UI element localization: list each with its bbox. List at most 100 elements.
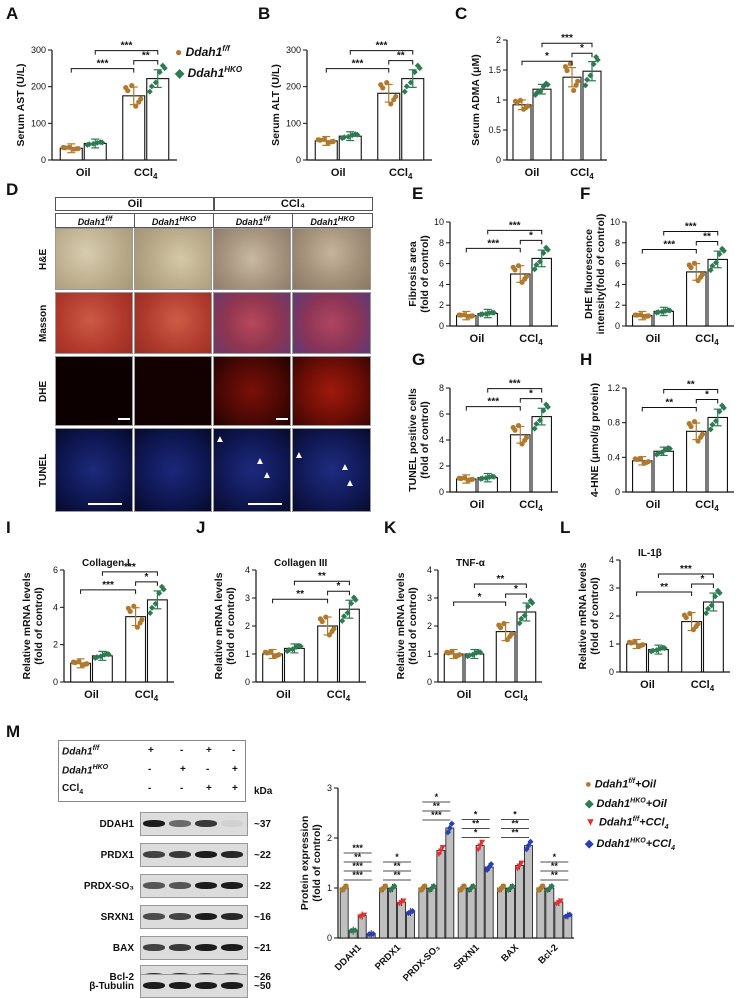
sig-bracket <box>133 60 159 65</box>
bar <box>397 901 406 939</box>
data-point <box>529 600 536 607</box>
y-tick-label: 300 <box>286 45 301 55</box>
blot-band <box>221 982 243 989</box>
x-tick-sub: 4 <box>538 338 543 347</box>
x-tick-label: CCl4 <box>504 689 528 703</box>
bar <box>554 901 564 939</box>
data-point <box>361 912 368 918</box>
sig-label: * <box>529 389 533 400</box>
chart-m: 0 1 2 3 Protein expression (fold of control) *… <box>299 783 574 984</box>
legend-m-marker-4: ◆ <box>585 837 594 850</box>
data-point <box>517 97 523 103</box>
y-tick-label: 8 <box>439 238 444 248</box>
data-point <box>501 620 507 627</box>
bar <box>653 450 674 493</box>
x-tick-label: Oil <box>331 167 346 179</box>
x-tick-label: CCl4 <box>691 679 715 693</box>
data-point <box>152 600 159 607</box>
data-point <box>439 845 446 850</box>
sig-label: * <box>337 581 341 592</box>
sig-label: * <box>435 792 439 802</box>
data-point <box>391 883 398 889</box>
data-point <box>349 132 356 139</box>
y-tick-label: 1 <box>427 649 432 659</box>
bar <box>427 887 437 939</box>
data-point <box>84 661 90 667</box>
sig-label: * <box>545 51 549 62</box>
data-point <box>519 441 525 447</box>
sig-bracket <box>663 230 719 236</box>
sig-label: ** <box>354 852 362 862</box>
row-label-dhe: DHE <box>38 380 49 402</box>
x-tick-sub: 4 <box>714 504 719 513</box>
data-point <box>640 642 646 648</box>
sig-label: ** <box>393 870 401 880</box>
legend-label-ff: Ddah1 <box>185 45 223 59</box>
data-point <box>564 67 570 74</box>
data-point <box>525 603 532 610</box>
x-tick-label: DDAH1 <box>333 942 364 973</box>
data-point <box>705 605 711 612</box>
sig-label: ** <box>551 861 559 871</box>
data-point <box>695 621 701 627</box>
y-tick-label: 300 <box>31 45 46 55</box>
x-tick-label: Oil <box>525 167 540 179</box>
data-point <box>681 612 687 618</box>
data-point <box>138 96 144 102</box>
data-point <box>703 610 710 617</box>
legend-item-ff: ● Ddah1f/f <box>175 44 265 59</box>
data-point <box>449 649 455 655</box>
data-point <box>465 313 471 320</box>
data-point <box>719 245 726 252</box>
masson-image-2 <box>134 292 212 354</box>
data-point <box>405 910 412 917</box>
chart-title: Collagen I <box>82 558 130 569</box>
y-tick-label: 1.5 <box>488 65 501 75</box>
sig-label: ** <box>397 51 405 62</box>
data-point <box>156 69 163 76</box>
legend-marker-hko: ◆ <box>175 66 185 80</box>
y-tick-label: 0 <box>439 487 444 497</box>
dhe-image-3 <box>213 356 291 426</box>
legend-top: ● Ddah1f/f ◆ Ddah1HKO <box>175 44 265 80</box>
bar <box>379 887 388 939</box>
kda-label: kDa <box>254 786 273 797</box>
sig-bracket <box>571 52 593 58</box>
data-point <box>518 860 525 866</box>
blot-band <box>221 820 243 827</box>
y-tick-label: 6 <box>439 409 444 419</box>
data-point <box>75 145 81 152</box>
data-point <box>695 438 701 444</box>
bar <box>506 887 515 939</box>
legend-sup-ff: f/f <box>222 44 230 53</box>
data-point <box>331 626 337 632</box>
x-tick-label: CCl4 <box>327 689 351 703</box>
sig-bracket <box>465 247 521 253</box>
legend-m-item-2: ◆ Ddah1HKO+Oil <box>585 797 667 810</box>
sig-label: ** <box>665 397 673 408</box>
data-point <box>510 424 516 431</box>
data-point <box>486 474 493 481</box>
data-point <box>350 594 357 601</box>
data-point <box>343 883 349 889</box>
blot-row-label: BAX <box>112 943 134 954</box>
legend-m-item-3: ▼ Ddah1f/f+CCl4 <box>585 815 669 831</box>
data-point <box>516 620 523 627</box>
blot-band <box>195 882 217 889</box>
data-point <box>94 139 101 146</box>
x-tick-label: Oil <box>84 689 99 701</box>
dhe-image-4 <box>292 356 371 426</box>
data-point <box>158 583 165 590</box>
x-tick-label: SRXN1 <box>452 942 483 973</box>
data-point <box>486 864 493 870</box>
sig-label: * <box>474 810 478 820</box>
data-point <box>490 473 497 480</box>
data-point <box>486 310 493 317</box>
y-tick-label: 0 <box>427 677 432 687</box>
sig-bracket <box>465 406 521 411</box>
data-point <box>540 249 547 256</box>
data-point <box>691 260 698 266</box>
sig-label: *** <box>509 379 521 390</box>
sig-label: ** <box>703 231 711 242</box>
